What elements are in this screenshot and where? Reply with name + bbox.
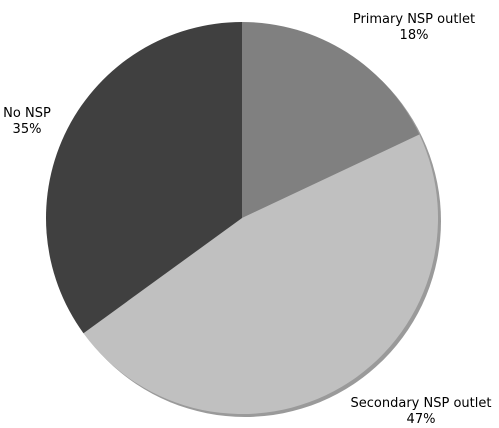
pie-slice-secondary-nsp-outlet bbox=[83, 134, 439, 415]
slice-value-text: 35% bbox=[12, 122, 42, 137]
pie-slice-primary-nsp-outlet bbox=[242, 22, 420, 218]
slice-value-text: 18% bbox=[399, 28, 429, 43]
pie-slice-no-nsp bbox=[45, 21, 242, 334]
slice-value-text: 47% bbox=[406, 412, 436, 427]
slice-label-text: Secondary NSP outlet bbox=[350, 396, 492, 411]
slice-label-primary-nsp-outlet: Primary NSP outlet 18% bbox=[344, 12, 484, 44]
slice-label-text: No NSP bbox=[3, 106, 51, 121]
slice-label-secondary-nsp-outlet: Secondary NSP outlet 47% bbox=[346, 396, 496, 428]
slice-label-no-nsp: No NSP 35% bbox=[2, 106, 52, 138]
slice-label-text: Primary NSP outlet bbox=[352, 12, 476, 27]
